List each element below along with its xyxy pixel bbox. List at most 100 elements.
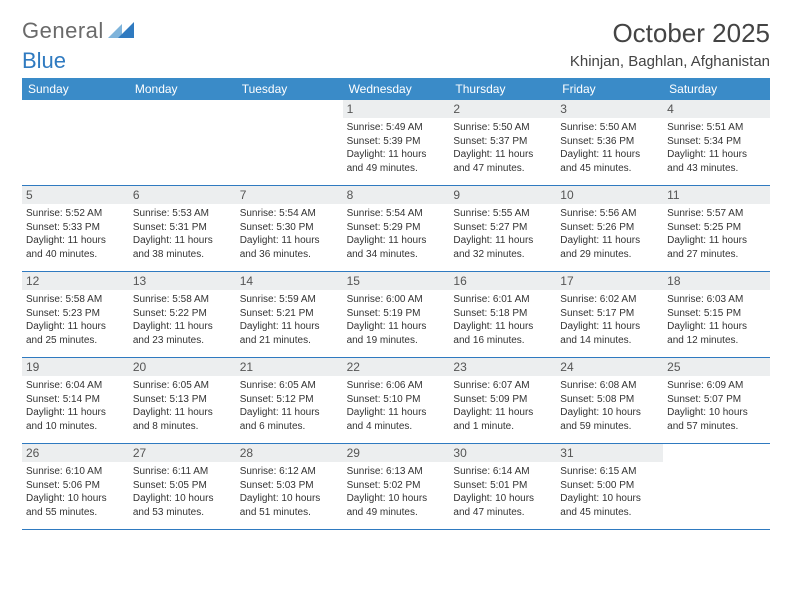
sunset-text: Sunset: 5:30 PM: [240, 221, 339, 235]
daylight-text: Daylight: 11 hours and 29 minutes.: [560, 234, 659, 261]
daylight-text: Daylight: 11 hours and 27 minutes.: [667, 234, 766, 261]
sunset-text: Sunset: 5:19 PM: [347, 307, 446, 321]
day-info: Sunrise: 6:04 AMSunset: 5:14 PMDaylight:…: [26, 379, 125, 433]
sunrise-text: Sunrise: 6:05 AM: [240, 379, 339, 393]
sunrise-text: Sunrise: 5:59 AM: [240, 293, 339, 307]
daylight-text: Daylight: 11 hours and 47 minutes.: [453, 148, 552, 175]
sunrise-text: Sunrise: 5:54 AM: [347, 207, 446, 221]
sunset-text: Sunset: 5:15 PM: [667, 307, 766, 321]
daylight-text: Daylight: 11 hours and 14 minutes.: [560, 320, 659, 347]
sunrise-text: Sunrise: 5:51 AM: [667, 121, 766, 135]
day-number: 15: [343, 272, 450, 290]
day-number: 11: [663, 186, 770, 204]
dow-label: Monday: [129, 78, 236, 100]
daylight-text: Daylight: 11 hours and 23 minutes.: [133, 320, 232, 347]
dow-label: Friday: [556, 78, 663, 100]
sunrise-text: Sunrise: 6:00 AM: [347, 293, 446, 307]
sunset-text: Sunset: 5:39 PM: [347, 135, 446, 149]
day-info: Sunrise: 6:13 AMSunset: 5:02 PMDaylight:…: [347, 465, 446, 519]
calendar-cell: 30 Sunrise: 6:14 AMSunset: 5:01 PMDayligh…: [449, 444, 556, 529]
sunrise-text: Sunrise: 6:12 AM: [240, 465, 339, 479]
day-info: Sunrise: 6:06 AMSunset: 5:10 PMDaylight:…: [347, 379, 446, 433]
day-number: 30: [449, 444, 556, 462]
day-info: Sunrise: 5:54 AMSunset: 5:30 PMDaylight:…: [240, 207, 339, 261]
day-number: 13: [129, 272, 236, 290]
day-number: 24: [556, 358, 663, 376]
calendar-cell: 10Sunrise: 5:56 AMSunset: 5:26 PMDayligh…: [556, 186, 663, 271]
calendar-cell: 9 Sunrise: 5:55 AMSunset: 5:27 PMDaylight…: [449, 186, 556, 271]
day-info: Sunrise: 6:05 AMSunset: 5:13 PMDaylight:…: [133, 379, 232, 433]
calendar-cell: 3 Sunrise: 5:50 AMSunset: 5:36 PMDaylight…: [556, 100, 663, 185]
sunrise-text: Sunrise: 6:10 AM: [26, 465, 125, 479]
sunset-text: Sunset: 5:37 PM: [453, 135, 552, 149]
daylight-text: Daylight: 11 hours and 10 minutes.: [26, 406, 125, 433]
sunset-text: Sunset: 5:02 PM: [347, 479, 446, 493]
sunset-text: Sunset: 5:31 PM: [133, 221, 232, 235]
daylight-text: Daylight: 11 hours and 49 minutes.: [347, 148, 446, 175]
daylight-text: Daylight: 11 hours and 4 minutes.: [347, 406, 446, 433]
daylight-text: Daylight: 11 hours and 1 minute.: [453, 406, 552, 433]
sunrise-text: Sunrise: 6:09 AM: [667, 379, 766, 393]
sunrise-text: Sunrise: 5:55 AM: [453, 207, 552, 221]
daylight-text: Daylight: 11 hours and 32 minutes.: [453, 234, 552, 261]
sunrise-text: Sunrise: 5:50 AM: [453, 121, 552, 135]
sunset-text: Sunset: 5:14 PM: [26, 393, 125, 407]
calendar-cell: 22 Sunrise: 6:06 AMSunset: 5:10 PMDayligh…: [343, 358, 450, 443]
daylight-text: Daylight: 11 hours and 34 minutes.: [347, 234, 446, 261]
day-number: 31: [556, 444, 663, 462]
daylight-text: Daylight: 10 hours and 45 minutes.: [560, 492, 659, 519]
calendar-week: 12Sunrise: 5:58 AMSunset: 5:23 PMDayligh…: [22, 272, 770, 358]
sunset-text: Sunset: 5:09 PM: [453, 393, 552, 407]
sunrise-text: Sunrise: 5:53 AM: [133, 207, 232, 221]
day-number: 16: [449, 272, 556, 290]
day-info: Sunrise: 6:09 AMSunset: 5:07 PMDaylight:…: [667, 379, 766, 433]
sunset-text: Sunset: 5:27 PM: [453, 221, 552, 235]
day-number: 17: [556, 272, 663, 290]
calendar-cell: [236, 100, 343, 185]
day-info: Sunrise: 5:56 AMSunset: 5:26 PMDaylight:…: [560, 207, 659, 261]
sunset-text: Sunset: 5:07 PM: [667, 393, 766, 407]
logo-word1: General: [22, 18, 104, 44]
sunrise-text: Sunrise: 6:03 AM: [667, 293, 766, 307]
location-label: Khinjan, Baghlan, Afghanistan: [570, 53, 770, 70]
calendar-cell: 7Sunrise: 5:54 AMSunset: 5:30 PMDaylight…: [236, 186, 343, 271]
calendar-cell: 12Sunrise: 5:58 AMSunset: 5:23 PMDayligh…: [22, 272, 129, 357]
day-number: 26: [22, 444, 129, 462]
sunset-text: Sunset: 5:33 PM: [26, 221, 125, 235]
daylight-text: Daylight: 10 hours and 47 minutes.: [453, 492, 552, 519]
sunset-text: Sunset: 5:18 PM: [453, 307, 552, 321]
sunset-text: Sunset: 5:01 PM: [453, 479, 552, 493]
day-info: Sunrise: 6:12 AMSunset: 5:03 PMDaylight:…: [240, 465, 339, 519]
month-title: October 2025: [570, 18, 770, 49]
sunset-text: Sunset: 5:29 PM: [347, 221, 446, 235]
calendar-week: 19Sunrise: 6:04 AMSunset: 5:14 PMDayligh…: [22, 358, 770, 444]
daylight-text: Daylight: 11 hours and 25 minutes.: [26, 320, 125, 347]
page-header: General October 2025 Khinjan, Baghlan, A…: [22, 18, 770, 70]
day-number: 9: [449, 186, 556, 204]
day-info: Sunrise: 6:10 AMSunset: 5:06 PMDaylight:…: [26, 465, 125, 519]
calendar-cell: 28Sunrise: 6:12 AMSunset: 5:03 PMDayligh…: [236, 444, 343, 529]
calendar-cell: 26 Sunrise: 6:10 AMSunset: 5:06 PMDayligh…: [22, 444, 129, 529]
calendar-cell: 13Sunrise: 5:58 AMSunset: 5:22 PMDayligh…: [129, 272, 236, 357]
day-number: 22: [343, 358, 450, 376]
daylight-text: Daylight: 10 hours and 59 minutes.: [560, 406, 659, 433]
calendar-cell: 24Sunrise: 6:08 AMSunset: 5:08 PMDayligh…: [556, 358, 663, 443]
day-number: 3: [556, 100, 663, 118]
sunrise-text: Sunrise: 6:15 AM: [560, 465, 659, 479]
day-info: Sunrise: 5:52 AMSunset: 5:33 PMDaylight:…: [26, 207, 125, 261]
sunset-text: Sunset: 5:13 PM: [133, 393, 232, 407]
sunrise-text: Sunrise: 5:57 AM: [667, 207, 766, 221]
daylight-text: Daylight: 10 hours and 57 minutes.: [667, 406, 766, 433]
day-info: Sunrise: 5:50 AMSunset: 5:36 PMDaylight:…: [560, 121, 659, 175]
day-number: 27: [129, 444, 236, 462]
sunset-text: Sunset: 5:12 PM: [240, 393, 339, 407]
calendar: SundayMondayTuesdayWednesdayThursdayFrid…: [22, 78, 770, 530]
daylight-text: Daylight: 11 hours and 45 minutes.: [560, 148, 659, 175]
calendar-cell: [22, 100, 129, 185]
calendar-cell: 14Sunrise: 5:59 AMSunset: 5:21 PMDayligh…: [236, 272, 343, 357]
logo-word2: Blue: [22, 48, 66, 74]
sunset-text: Sunset: 5:26 PM: [560, 221, 659, 235]
sunrise-text: Sunrise: 6:14 AM: [453, 465, 552, 479]
sunrise-text: Sunrise: 5:52 AM: [26, 207, 125, 221]
sunset-text: Sunset: 5:36 PM: [560, 135, 659, 149]
